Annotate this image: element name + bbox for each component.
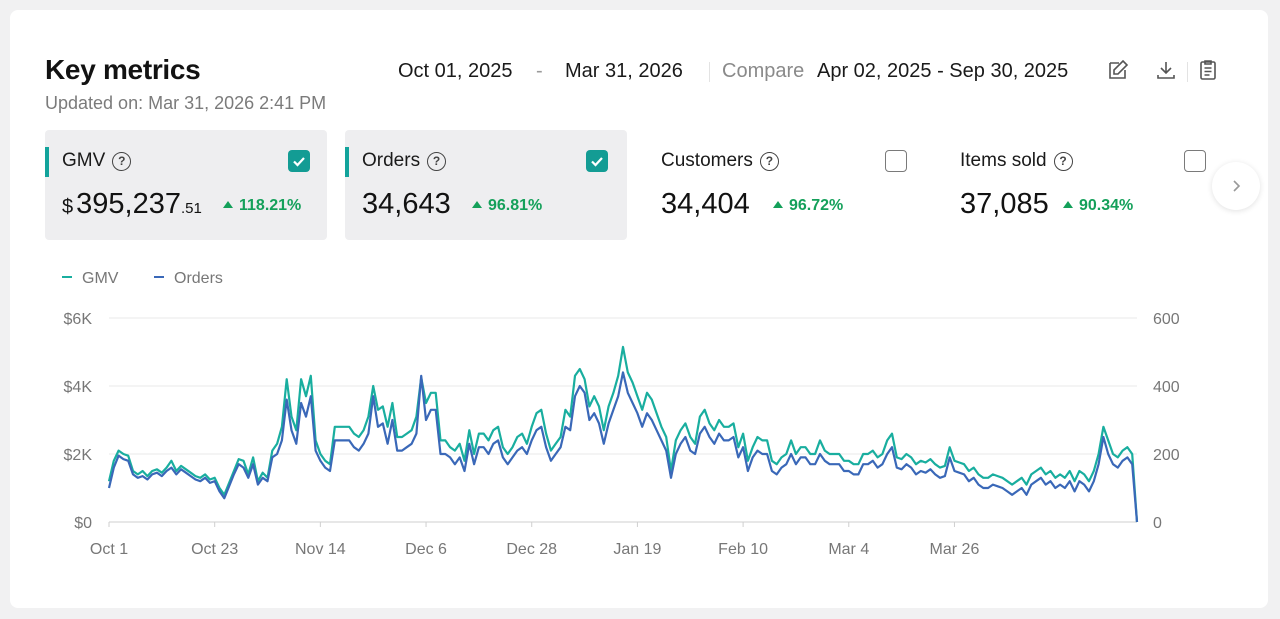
compare-label: Compare bbox=[722, 60, 805, 82]
edit-icon[interactable] bbox=[1106, 58, 1130, 82]
checkbox-checked[interactable] bbox=[288, 150, 310, 172]
checkbox-checked[interactable] bbox=[586, 150, 608, 172]
up-arrow-icon bbox=[773, 201, 783, 208]
metric-name: Items sold? bbox=[960, 150, 1073, 172]
metric-card-customers[interactable]: Customers? 34,404 96.72% bbox=[644, 130, 926, 240]
checkbox-unchecked[interactable] bbox=[1184, 150, 1206, 172]
page-title: Key metrics bbox=[45, 54, 201, 85]
divider bbox=[1187, 62, 1188, 82]
metric-value: 37,085 bbox=[960, 188, 1049, 220]
help-icon[interactable]: ? bbox=[759, 151, 779, 171]
chevron-right-icon bbox=[1233, 180, 1241, 192]
metric-card-items-sold[interactable]: Items sold? 37,085 90.34% bbox=[943, 130, 1225, 240]
metric-change: 96.72% bbox=[773, 197, 843, 215]
up-arrow-icon bbox=[1063, 201, 1073, 208]
legend-swatch bbox=[62, 276, 72, 278]
compare-range[interactable]: Apr 02, 2025 - Sep 30, 2025 bbox=[817, 60, 1069, 82]
metric-value: 34,643 bbox=[362, 188, 451, 220]
metric-change: 118.21% bbox=[223, 197, 301, 215]
up-arrow-icon bbox=[223, 201, 233, 208]
metric-name: Orders? bbox=[362, 150, 447, 172]
help-icon[interactable]: ? bbox=[1053, 151, 1073, 171]
metric-card-orders[interactable]: Orders? 34,643 96.81% bbox=[345, 130, 627, 240]
updated-timestamp: Updated on: Mar 31, 2026 2:41 PM bbox=[45, 93, 327, 113]
metric-value: $395,237.51 bbox=[62, 188, 202, 220]
up-arrow-icon bbox=[472, 201, 482, 208]
help-icon[interactable]: ? bbox=[112, 151, 132, 171]
legend-swatch bbox=[154, 276, 164, 278]
download-icon[interactable] bbox=[1154, 58, 1178, 82]
date-start[interactable]: Oct 01, 2025 bbox=[398, 60, 513, 82]
metric-name: GMV? bbox=[62, 150, 132, 172]
legend-item-orders[interactable]: Orders bbox=[154, 270, 223, 288]
metric-card-gmv[interactable]: GMV? $395,237.51 118.21% bbox=[45, 130, 327, 240]
date-end[interactable]: Mar 31, 2026 bbox=[565, 60, 683, 82]
accent-bar bbox=[345, 147, 349, 177]
metric-value: 34,404 bbox=[661, 188, 750, 220]
legend-item-gmv[interactable]: GMV bbox=[62, 270, 118, 288]
date-separator: - bbox=[536, 60, 543, 82]
metric-change: 96.81% bbox=[472, 197, 542, 215]
next-cards-button[interactable] bbox=[1212, 162, 1260, 210]
metric-change: 90.34% bbox=[1063, 197, 1133, 215]
divider bbox=[709, 62, 710, 82]
clipboard-icon[interactable] bbox=[1196, 58, 1220, 82]
metric-name: Customers? bbox=[661, 150, 779, 172]
help-icon[interactable]: ? bbox=[427, 151, 447, 171]
checkbox-unchecked[interactable] bbox=[885, 150, 907, 172]
accent-bar bbox=[45, 147, 49, 177]
